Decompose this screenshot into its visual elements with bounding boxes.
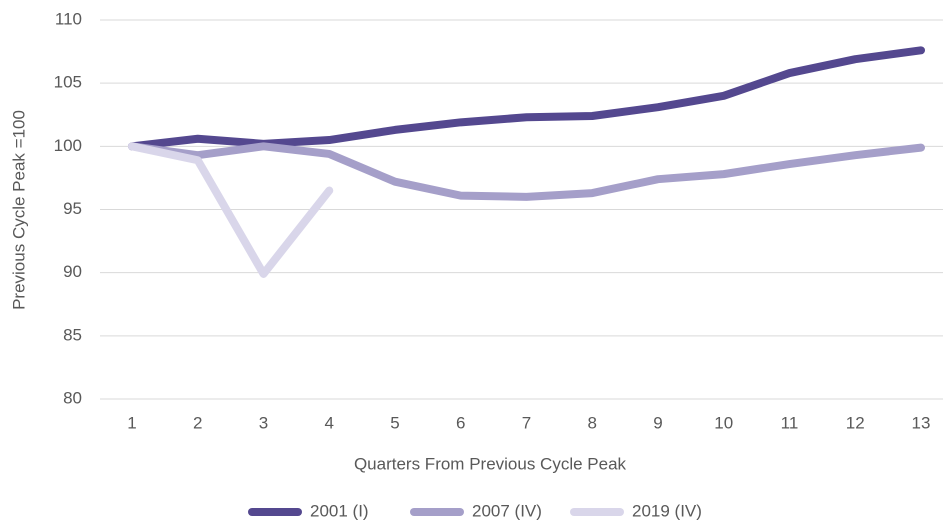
x-tick-label: 3 <box>259 413 268 432</box>
y-tick-label: 105 <box>54 73 82 92</box>
x-tick-label: 1 <box>127 413 136 432</box>
x-tick-label: 2 <box>193 413 202 432</box>
x-tick-label: 4 <box>325 413 334 432</box>
series-line <box>128 46 925 151</box>
y-tick-label: 80 <box>63 388 82 407</box>
x-tick-label: 9 <box>653 413 662 432</box>
legend-label: 2019 (IV) <box>632 501 702 520</box>
legend-label: 2001 (I) <box>310 501 369 520</box>
x-tick-label: 11 <box>781 413 799 432</box>
series-line <box>128 142 925 201</box>
x-tick-label: 5 <box>390 413 399 432</box>
x-tick-label: 13 <box>912 413 931 432</box>
legend-label: 2007 (IV) <box>472 501 542 520</box>
y-tick-label: 85 <box>63 325 82 344</box>
x-axis-title: Quarters From Previous Cycle Peak <box>354 454 627 473</box>
y-tick-label: 110 <box>55 9 82 28</box>
y-tick-label: 90 <box>63 262 82 281</box>
x-tick-label: 10 <box>714 413 733 432</box>
y-tick-label: 100 <box>54 136 82 155</box>
y-axis-title: Previous Cycle Peak =100 <box>9 110 28 310</box>
x-tick-label: 8 <box>588 413 597 432</box>
x-tick-label: 6 <box>456 413 465 432</box>
y-tick-label: 95 <box>63 199 82 218</box>
x-tick-label: 7 <box>522 413 531 432</box>
x-tick-label: 12 <box>846 413 865 432</box>
series-line <box>128 142 334 278</box>
